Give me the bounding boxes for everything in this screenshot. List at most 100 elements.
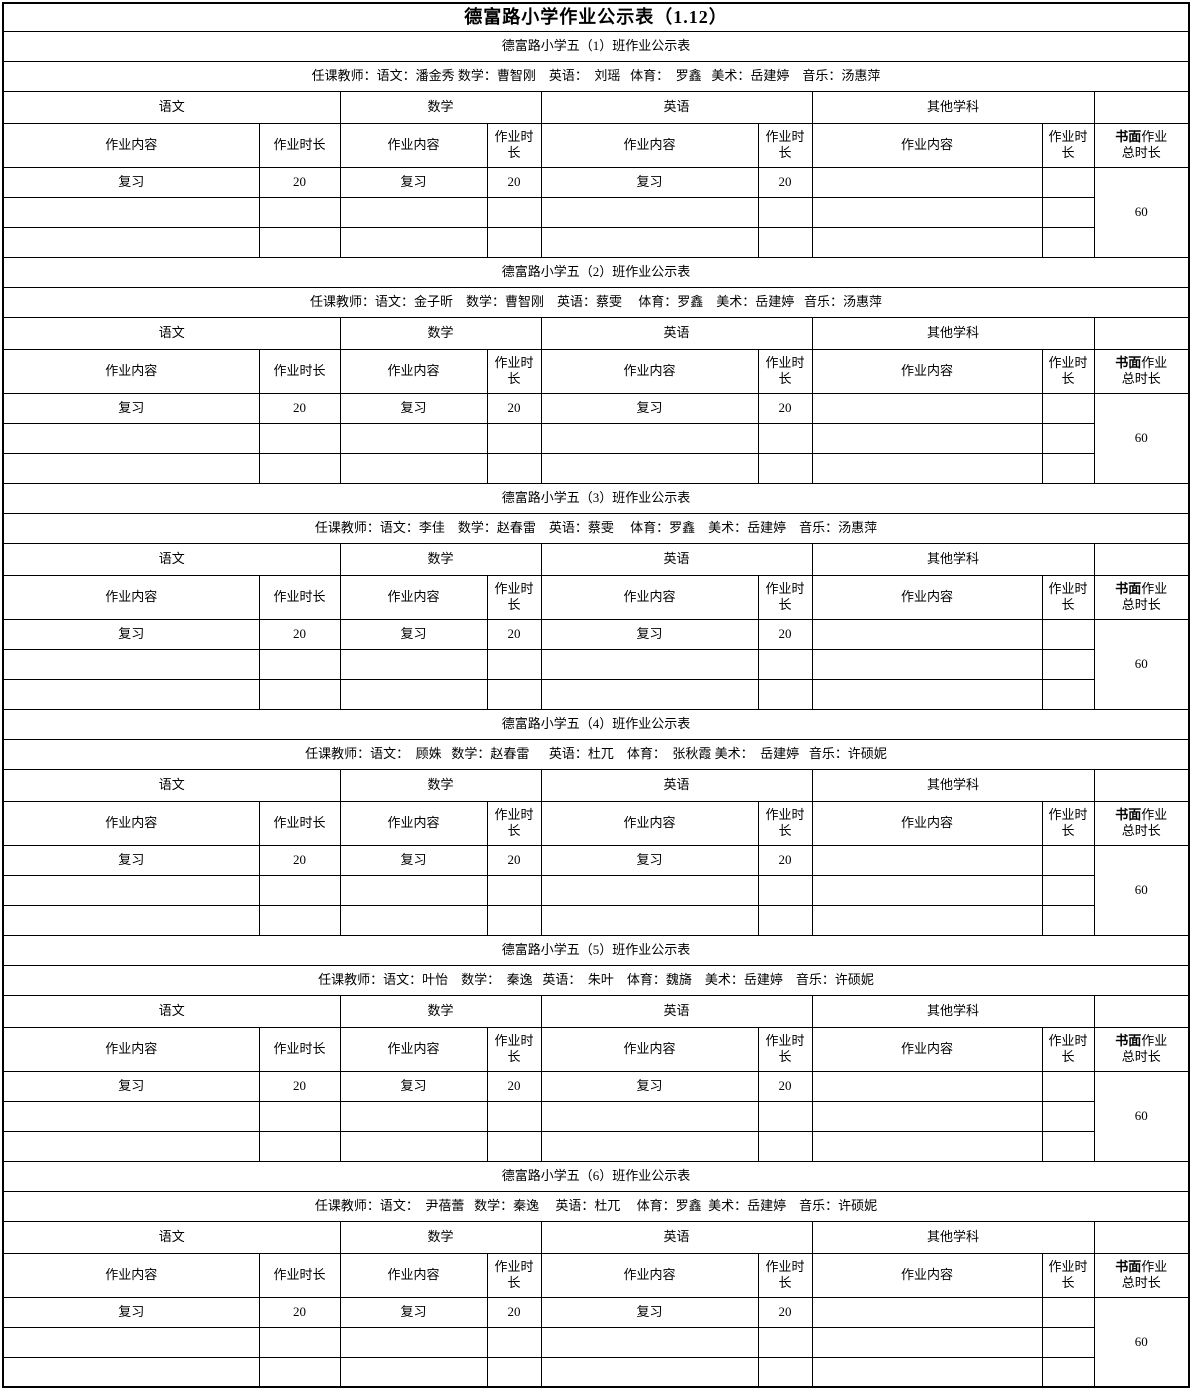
col-header-duration: 作业时长 xyxy=(1041,574,1095,620)
col-header-duration: 作业时长 xyxy=(757,348,813,394)
cell-english-duration xyxy=(757,648,813,680)
col-header-content: 作业内容 xyxy=(811,800,1043,846)
cell-math-duration xyxy=(486,874,542,906)
col-header-total-written-time: 书面作业 总时长 xyxy=(1093,1252,1190,1298)
cell-english-duration xyxy=(757,904,813,936)
page-title: 德富路小学作业公示表（1.12） xyxy=(2,2,1190,32)
col-header-total-written-time: 书面作业 总时长 xyxy=(1093,574,1190,620)
cell-chinese-duration: 20 xyxy=(258,392,341,424)
cell-english-duration: 20 xyxy=(757,1070,813,1102)
homework-row xyxy=(2,1130,1189,1162)
homework-row: 复习 20 复习 20 复习 20 60 xyxy=(2,844,1190,936)
cell-chinese-duration xyxy=(258,452,341,484)
subject-header-math: 数学 xyxy=(339,1220,542,1254)
cell-english-duration xyxy=(757,678,813,710)
cell-chinese-content xyxy=(2,1326,260,1358)
section-teachers-row: 任课教师：语文： 尹蓓蕾 数学：秦逸 英语：杜兀 体育：罗鑫 美术：岳建婷 音乐… xyxy=(2,1190,1190,1222)
table-header-block: 德富路小学作业公示表（1.12） xyxy=(2,2,1190,32)
col-header-duration: 作业时长 xyxy=(486,1252,542,1298)
col-header-content: 作业内容 xyxy=(811,348,1043,394)
cell-english-duration xyxy=(757,196,813,228)
cell-math-duration: 20 xyxy=(486,844,542,876)
column-header-row: 作业内容 作业时长 作业内容 作业时长 作业内容 作业时长 作业内容 作业时长 … xyxy=(2,1252,1190,1298)
cell-other-content xyxy=(811,1296,1043,1328)
total-label: 作业 xyxy=(1141,1032,1168,1048)
class-section-5: 德富路小学五（5）班作业公示表 任课教师：语文：叶怡 数学： 秦逸 英语： 朱叶… xyxy=(2,934,1190,1162)
subject-header-english: 英语 xyxy=(540,90,813,124)
class-section-4: 德富路小学五（4）班作业公示表 任课教师：语文： 顾姝 数学：赵春雷 英语：杜兀… xyxy=(2,708,1190,936)
col-header-duration: 作业时长 xyxy=(258,348,341,394)
col-header-duration: 作业时长 xyxy=(258,122,341,168)
cell-chinese-content xyxy=(2,874,260,906)
section-title-row: 德富路小学五（5）班作业公示表 xyxy=(2,934,1190,966)
teachers-line: 任课教师：语文：金子昕 数学：曹智刚 英语：蔡雯 体育：罗鑫 美术：岳建婷 音乐… xyxy=(2,286,1190,318)
total-label: 作业 xyxy=(1141,128,1168,144)
subject-header-empty-cell xyxy=(1093,316,1190,350)
subject-header-other: 其他学科 xyxy=(811,768,1095,802)
cell-other-duration xyxy=(1041,1326,1095,1358)
subject-header-row: 语文 数学 英语 其他学科 xyxy=(2,90,1190,124)
cell-chinese-duration xyxy=(258,1130,341,1162)
subject-header-english: 英语 xyxy=(540,542,813,576)
subject-header-english: 英语 xyxy=(540,1220,813,1254)
col-header-duration: 作业时长 xyxy=(486,1026,542,1072)
cell-total-duration: 60 xyxy=(1093,1070,1190,1162)
class-section-2: 德富路小学五（2）班作业公示表 任课教师：语文：金子昕 数学：曹智刚 英语：蔡雯… xyxy=(2,256,1190,484)
cell-chinese-duration xyxy=(258,1326,341,1358)
section-title-row: 德富路小学五（2）班作业公示表 xyxy=(2,256,1190,288)
col-header-content: 作业内容 xyxy=(811,1252,1043,1298)
cell-math-content: 复习 xyxy=(339,392,488,424)
cell-english-duration: 20 xyxy=(757,844,813,876)
subject-header-chinese: 语文 xyxy=(2,1220,341,1254)
total-label-bold: 书面 xyxy=(1115,1258,1142,1274)
subject-header-row: 语文 数学 英语 其他学科 xyxy=(2,1220,1190,1254)
col-header-duration: 作业时长 xyxy=(757,1252,813,1298)
cell-other-content xyxy=(811,648,1043,680)
homework-row xyxy=(2,226,1189,258)
cell-other-content xyxy=(811,1100,1043,1132)
cell-math-duration xyxy=(486,452,542,484)
cell-total-duration: 60 xyxy=(1093,392,1190,484)
cell-chinese-content: 复习 xyxy=(2,844,260,876)
col-header-duration: 作业时长 xyxy=(757,574,813,620)
col-header-content: 作业内容 xyxy=(811,574,1043,620)
cell-chinese-duration xyxy=(258,422,341,454)
cell-math-duration xyxy=(486,1356,542,1388)
section-title: 德富路小学五（1）班作业公示表 xyxy=(2,30,1190,62)
column-header-row: 作业内容 作业时长 作业内容 作业时长 作业内容 作业时长 作业内容 作业时长 … xyxy=(2,1026,1190,1072)
cell-other-duration xyxy=(1041,1100,1095,1132)
cell-english-duration xyxy=(757,1326,813,1358)
total-label: 作业 xyxy=(1141,1258,1168,1274)
col-header-content: 作业内容 xyxy=(540,1026,759,1072)
subject-header-other: 其他学科 xyxy=(811,994,1095,1028)
homework-row xyxy=(2,452,1189,484)
col-header-duration: 作业时长 xyxy=(1041,1026,1095,1072)
subject-header-other: 其他学科 xyxy=(811,316,1095,350)
cell-other-content xyxy=(811,874,1043,906)
cell-math-content xyxy=(339,452,488,484)
cell-chinese-duration xyxy=(258,226,341,258)
cell-english-content xyxy=(540,226,759,258)
subject-header-empty-cell xyxy=(1093,994,1190,1028)
cell-other-duration xyxy=(1041,196,1095,228)
section-title-row: 德富路小学五（1）班作业公示表 xyxy=(2,30,1190,62)
cell-math-content xyxy=(339,904,488,936)
cell-other-content xyxy=(811,678,1043,710)
cell-english-content: 复习 xyxy=(540,392,759,424)
col-header-duration: 作业时长 xyxy=(1041,348,1095,394)
subject-header-math: 数学 xyxy=(339,542,542,576)
total-label: 总时长 xyxy=(1121,371,1161,386)
homework-row: 复习 20 复习 20 复习 20 60 xyxy=(2,1070,1190,1162)
col-header-duration: 作业时长 xyxy=(1041,1252,1095,1298)
cell-chinese-content: 复习 xyxy=(2,392,260,424)
col-header-duration: 作业时长 xyxy=(258,800,341,846)
cell-chinese-duration: 20 xyxy=(258,1070,341,1102)
col-header-duration: 作业时长 xyxy=(258,1252,341,1298)
cell-chinese-content xyxy=(2,452,260,484)
cell-chinese-content: 复习 xyxy=(2,1070,260,1102)
cell-other-duration xyxy=(1041,1070,1095,1102)
cell-total-duration: 60 xyxy=(1093,166,1190,258)
homework-row xyxy=(2,678,1189,710)
teachers-line: 任课教师：语文：叶怡 数学： 秦逸 英语： 朱叶 体育：魏旖 美术：岳建婷 音乐… xyxy=(2,964,1190,996)
cell-chinese-content xyxy=(2,196,260,228)
